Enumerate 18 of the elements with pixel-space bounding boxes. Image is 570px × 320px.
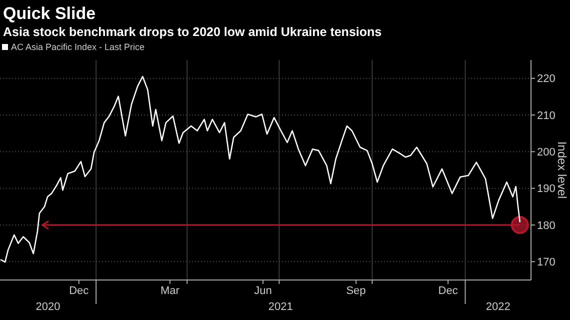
legend-label: AC Asia Pacific Index - Last Price — [11, 42, 145, 52]
text: 2020 — [36, 301, 60, 313]
x-tick-label: Mar — [160, 285, 180, 297]
text: 2021 — [268, 301, 293, 313]
x-tick-label: Dec — [69, 285, 90, 297]
text: 2022 — [486, 301, 510, 313]
y-tick-label: 200 — [537, 146, 556, 159]
x-tick-label: Jun — [254, 285, 272, 297]
x-tick-label: Dec — [438, 285, 458, 297]
y-tick-label: 170 — [537, 256, 556, 269]
y-tick-label: 220 — [537, 73, 556, 86]
y-tick-label: 180 — [537, 220, 556, 232]
y-tick-label: 210 — [537, 110, 556, 122]
chart-title: Quick Slide — [3, 4, 96, 23]
y-tick-label: 190 — [537, 183, 556, 196]
y-axis-title: Index level — [555, 141, 569, 199]
x-tick-label: Sep — [346, 285, 366, 297]
chart-subtitle: Asia stock benchmark drops to 2020 low amid Ukraine tensions — [3, 25, 382, 39]
